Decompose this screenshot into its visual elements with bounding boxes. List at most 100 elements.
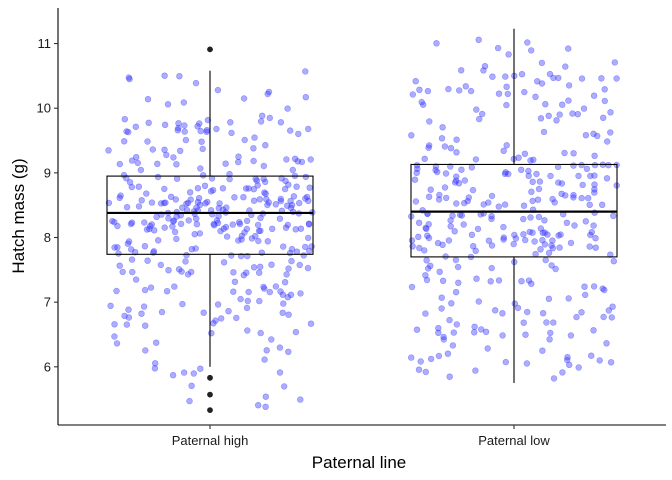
data-point bbox=[142, 347, 149, 354]
data-point bbox=[529, 229, 536, 236]
data-point bbox=[208, 330, 215, 337]
data-point bbox=[140, 303, 148, 310]
data-point bbox=[145, 119, 152, 127]
data-point bbox=[522, 331, 529, 338]
data-point bbox=[215, 213, 222, 220]
data-point bbox=[605, 162, 612, 169]
data-point bbox=[422, 224, 429, 232]
data-point bbox=[261, 285, 268, 292]
data-point bbox=[599, 114, 607, 122]
data-point bbox=[436, 191, 443, 199]
data-point bbox=[190, 370, 198, 377]
data-point bbox=[250, 186, 258, 193]
data-point bbox=[452, 256, 460, 264]
data-point bbox=[596, 357, 603, 364]
data-point bbox=[413, 326, 421, 333]
data-point bbox=[408, 132, 415, 139]
data-point bbox=[476, 115, 483, 123]
outlier-point bbox=[207, 374, 213, 381]
data-point bbox=[180, 369, 188, 376]
data-point bbox=[262, 190, 269, 197]
data-point bbox=[257, 329, 264, 337]
data-point bbox=[192, 245, 199, 252]
data-point bbox=[502, 358, 509, 366]
data-point bbox=[235, 158, 242, 166]
data-point bbox=[147, 222, 154, 230]
data-point bbox=[569, 110, 576, 117]
data-point bbox=[543, 319, 550, 326]
data-point bbox=[116, 194, 123, 202]
data-point bbox=[244, 297, 252, 305]
data-point bbox=[154, 160, 161, 168]
data-point bbox=[537, 115, 545, 122]
data-point bbox=[227, 119, 234, 126]
data-point bbox=[161, 185, 168, 193]
data-point bbox=[128, 219, 136, 226]
data-point bbox=[238, 236, 245, 243]
data-point bbox=[229, 221, 237, 228]
data-point bbox=[193, 221, 201, 228]
data-point bbox=[252, 175, 259, 183]
data-point bbox=[555, 232, 562, 239]
data-point bbox=[288, 257, 295, 265]
data-point bbox=[193, 204, 200, 211]
data-point bbox=[296, 261, 303, 269]
data-point bbox=[135, 203, 143, 210]
data-point bbox=[111, 218, 118, 226]
data-point bbox=[584, 194, 592, 202]
data-point bbox=[111, 321, 118, 328]
data-point bbox=[230, 269, 237, 276]
data-point bbox=[195, 195, 203, 202]
data-point bbox=[262, 178, 269, 186]
data-point bbox=[158, 308, 166, 316]
data-point bbox=[525, 277, 533, 284]
data-point bbox=[222, 223, 230, 231]
y-axis-title: Hatch mass (g) bbox=[9, 158, 28, 273]
data-point bbox=[256, 269, 263, 276]
data-point bbox=[183, 251, 190, 259]
data-point bbox=[552, 265, 559, 273]
data-point bbox=[248, 235, 256, 242]
data-point bbox=[113, 287, 120, 295]
data-point bbox=[175, 120, 182, 127]
data-point bbox=[542, 256, 549, 264]
data-point bbox=[265, 199, 272, 206]
boxplot bbox=[106, 46, 314, 414]
data-point bbox=[558, 180, 566, 187]
data-point bbox=[214, 301, 222, 308]
data-point bbox=[435, 196, 443, 203]
data-point bbox=[423, 257, 430, 264]
data-point bbox=[285, 348, 292, 355]
data-point bbox=[601, 97, 608, 105]
data-point bbox=[591, 161, 599, 169]
data-point bbox=[188, 246, 196, 253]
data-point bbox=[233, 314, 240, 322]
data-point bbox=[443, 194, 450, 202]
data-point bbox=[261, 189, 268, 196]
data-point bbox=[283, 156, 290, 163]
data-point bbox=[255, 402, 262, 409]
data-point bbox=[449, 212, 456, 219]
data-point bbox=[489, 73, 496, 80]
data-point bbox=[203, 126, 211, 134]
data-point bbox=[462, 83, 469, 90]
data-point bbox=[578, 161, 585, 169]
data-point bbox=[282, 224, 290, 231]
data-point bbox=[266, 114, 273, 122]
data-point bbox=[414, 165, 421, 173]
data-point bbox=[115, 250, 122, 257]
data-point bbox=[438, 135, 446, 142]
data-point bbox=[238, 232, 246, 240]
data-point bbox=[424, 232, 431, 239]
data-point bbox=[200, 309, 207, 316]
data-point bbox=[418, 98, 425, 106]
data-point bbox=[487, 278, 494, 285]
data-point bbox=[434, 168, 441, 176]
data-point bbox=[537, 225, 544, 232]
data-point bbox=[524, 39, 531, 46]
data-point bbox=[423, 276, 431, 284]
data-point bbox=[539, 347, 546, 354]
data-point bbox=[422, 272, 429, 279]
data-point bbox=[237, 295, 244, 303]
data-point bbox=[276, 215, 284, 222]
